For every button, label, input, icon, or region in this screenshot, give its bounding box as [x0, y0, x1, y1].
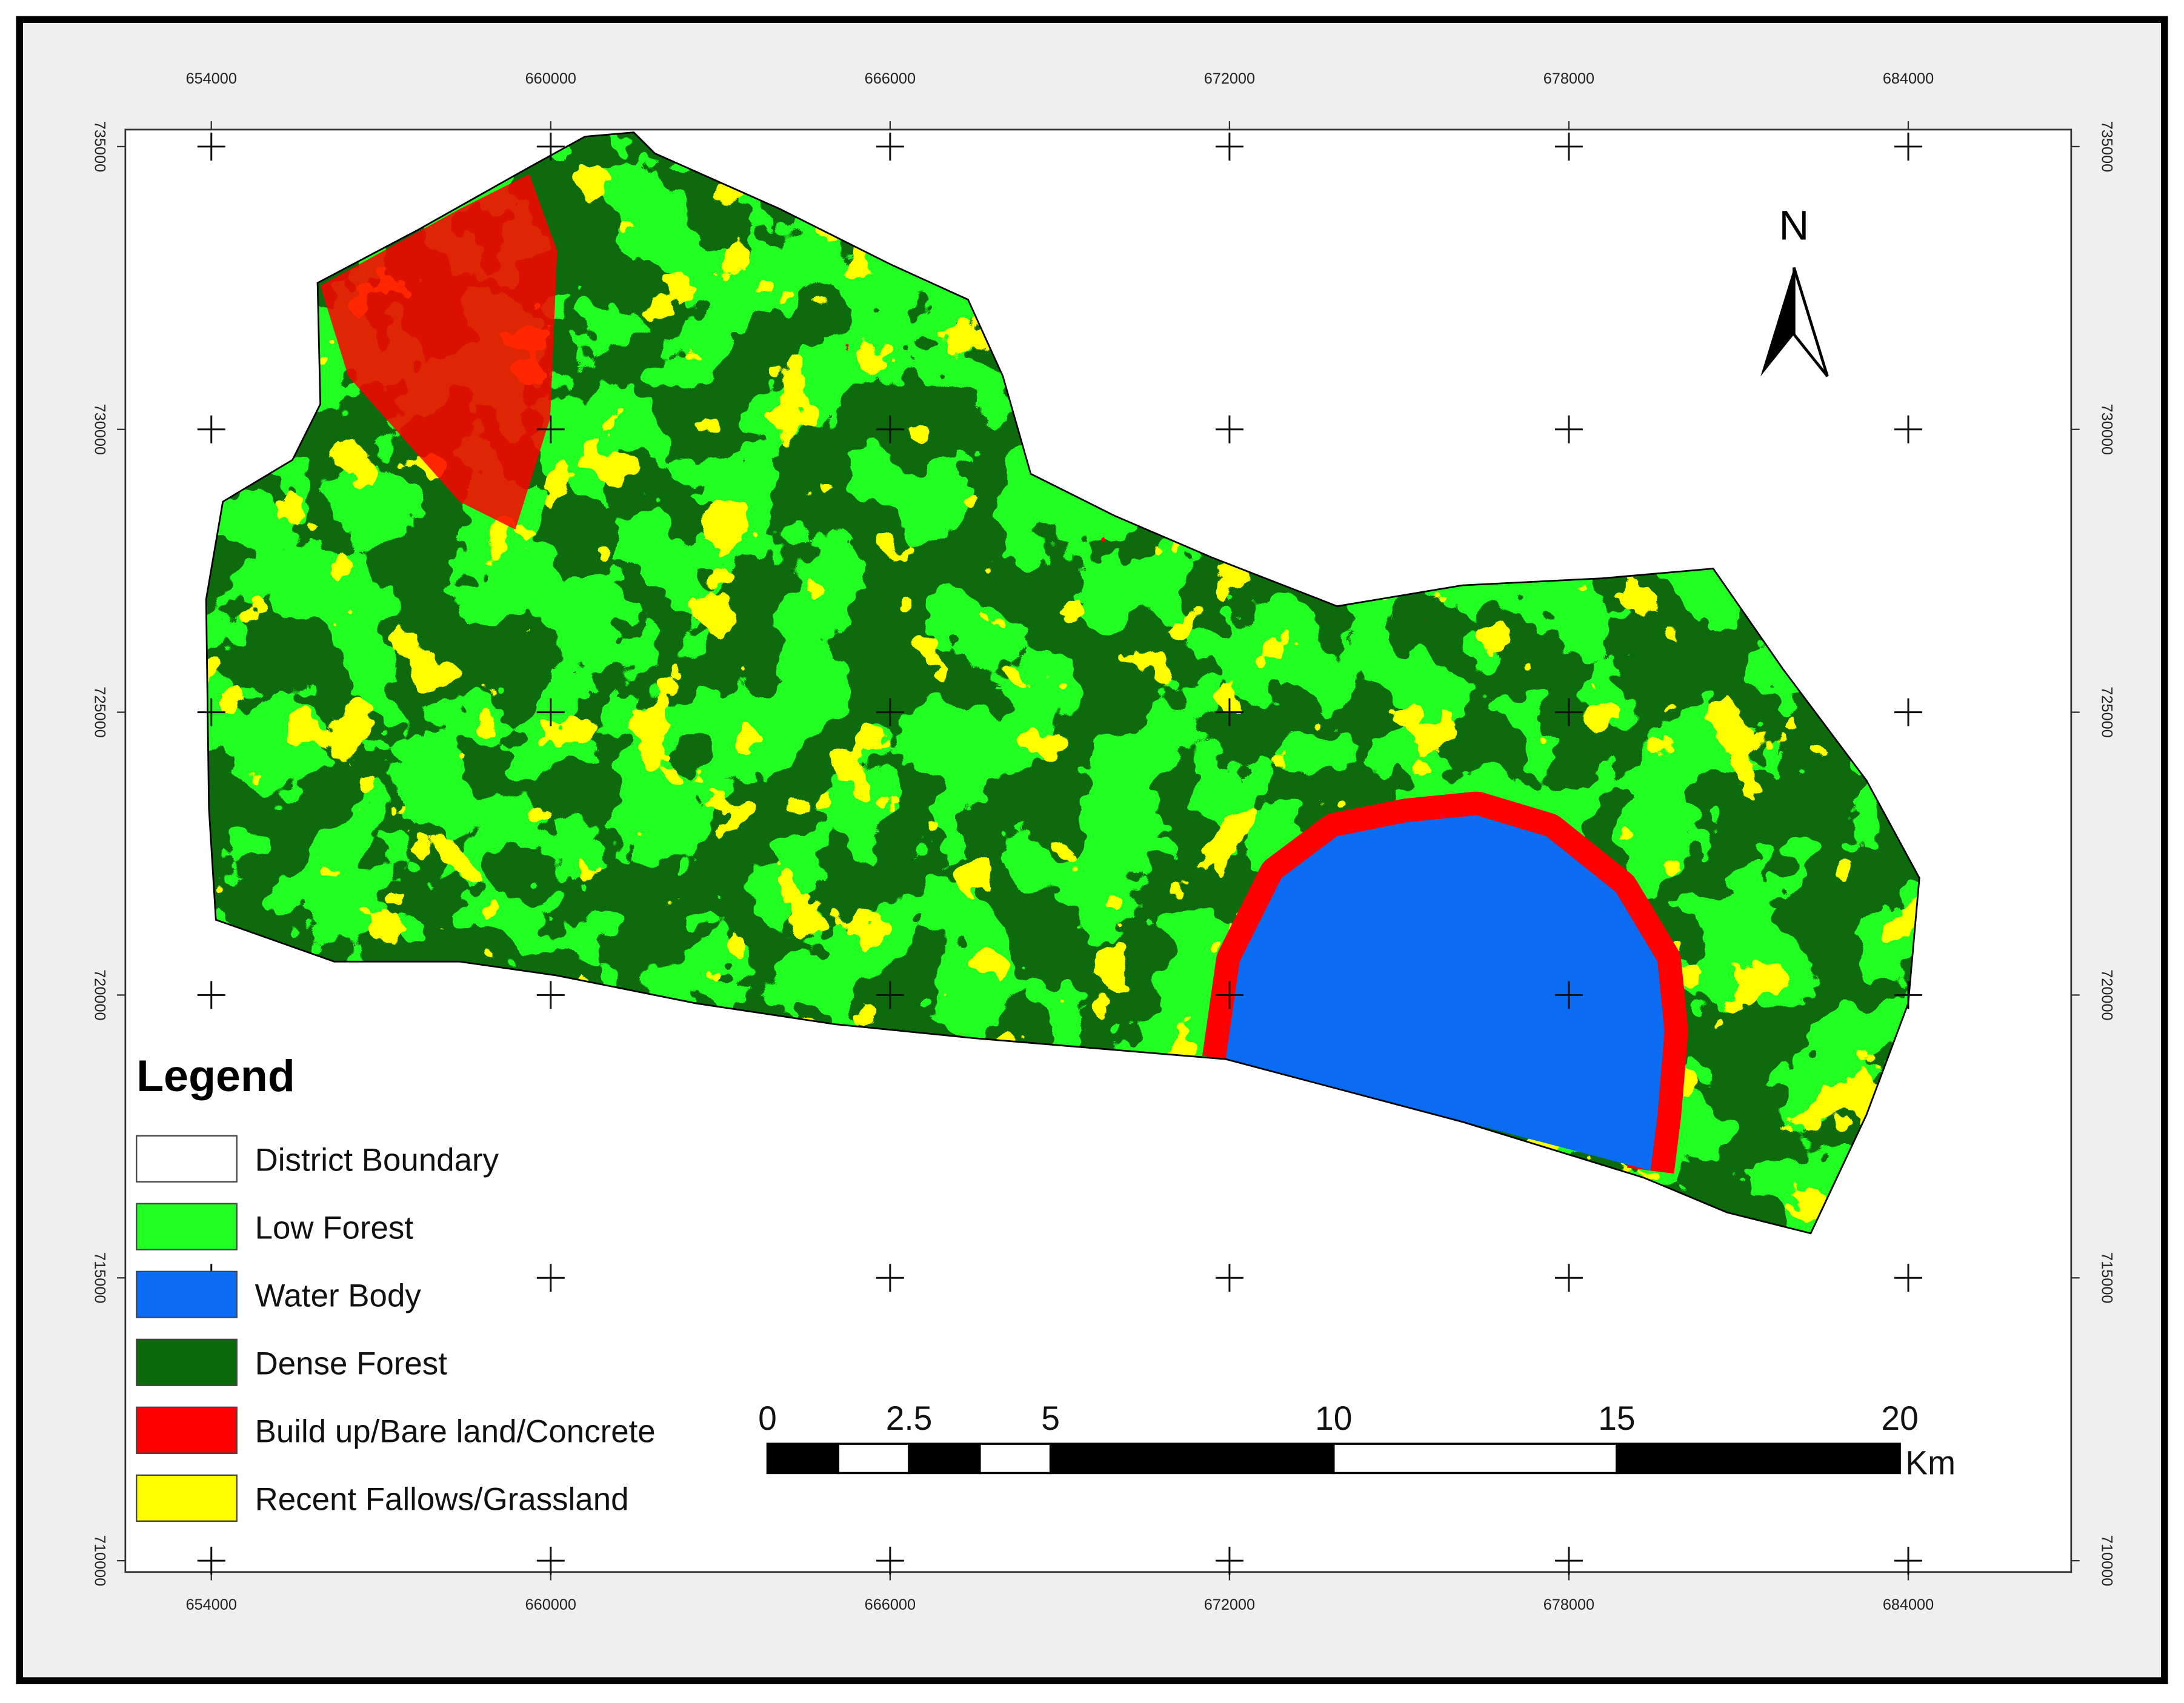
legend-swatch: [136, 1270, 238, 1318]
graticule-cross: [1894, 1264, 1922, 1292]
graticule-cross: [1215, 1547, 1243, 1575]
graticule-cross: [1215, 132, 1243, 161]
graticule-cross: [536, 1547, 565, 1575]
graticule-cross: [876, 1547, 904, 1575]
graticule-cross: [536, 698, 565, 726]
coordinate-labels: 654000 654000 660000 660000 666000 666000 6720…: [91, 70, 2115, 1613]
graticule-cross: [197, 1547, 225, 1575]
legend-swatch: [136, 1203, 238, 1250]
graticule-cross: [197, 698, 225, 726]
legend-swatch: [136, 1135, 238, 1183]
x-tick-label: 666000: [865, 70, 916, 87]
scale-segment: [766, 1442, 839, 1475]
graticule-cross: [1215, 1264, 1243, 1292]
graticule-cross: [1894, 1547, 1922, 1575]
x-tick-label: 672000: [1204, 70, 1255, 87]
scale-segment: [979, 1442, 1052, 1475]
graticule-cross: [1894, 698, 1922, 726]
y-tick-label: 730000: [2098, 404, 2115, 455]
legend-label: Dense Forest: [255, 1346, 448, 1381]
graticule-cross: [1554, 1264, 1583, 1292]
graticule-cross: [1215, 415, 1243, 443]
graticule-cross: [1554, 981, 1583, 1009]
x-tick-label: 654000: [186, 70, 237, 87]
scale-segment: [1333, 1442, 1618, 1475]
y-tick-label: 735000: [2098, 121, 2115, 172]
graticule-cross: [876, 132, 904, 161]
y-tick-label: 730000: [91, 404, 108, 455]
north-label: N: [1779, 202, 1809, 249]
graticule-cross: [1554, 698, 1583, 726]
north-arrow-right: [1793, 267, 1829, 377]
y-tick-label: 710000: [2098, 1535, 2115, 1586]
scale-segment: [1049, 1442, 1335, 1475]
x-tick-label: 684000: [1883, 70, 1934, 87]
water-body: [1225, 815, 1665, 1171]
x-tick-label: 654000: [186, 1596, 237, 1613]
y-tick-label: 715000: [2098, 1252, 2115, 1303]
scale-label: 2.5: [886, 1399, 933, 1437]
north-arrow-left: [1760, 267, 1794, 377]
graticule-cross: [1894, 981, 1922, 1009]
y-tick-label: 720000: [2098, 969, 2115, 1020]
legend-swatch: [136, 1338, 238, 1386]
legend-label: Low Forest: [255, 1210, 414, 1246]
graticule-cross: [1554, 132, 1583, 161]
scale-bar: 0 2.5 5 10 15 20 Km: [758, 1399, 1956, 1482]
x-tick-label: 672000: [1204, 1596, 1255, 1613]
graticule-cross: [1554, 415, 1583, 443]
built-up-area: [320, 174, 558, 530]
scale-label: 15: [1598, 1399, 1635, 1437]
legend-title: Legend: [136, 1051, 295, 1101]
graticule-cross: [876, 698, 904, 726]
legend-label: Recent Fallows/Grassland: [255, 1481, 629, 1517]
y-tick-label: 710000: [91, 1535, 108, 1586]
y-tick-label: 725000: [91, 686, 108, 737]
x-tick-label: 678000: [1543, 1596, 1594, 1613]
graticule-cross: [876, 415, 904, 443]
legend-label: District Boundary: [255, 1142, 499, 1178]
scale-label: 20: [1881, 1399, 1918, 1437]
graticule-cross: [876, 1264, 904, 1292]
graticule-cross: [197, 981, 225, 1009]
graticule-cross: [197, 132, 225, 161]
graticule-cross: [1215, 981, 1243, 1009]
y-tick-label: 725000: [2098, 686, 2115, 737]
graticule-cross: [1894, 132, 1922, 161]
graticule-cross: [536, 981, 565, 1009]
graticule: [117, 121, 2080, 1581]
scale-segment: [908, 1442, 981, 1475]
legend-label: Water Body: [255, 1278, 422, 1313]
scale-unit: Km: [1905, 1444, 1956, 1482]
graticule-cross: [197, 415, 225, 443]
graticule-cross: [1894, 415, 1922, 443]
x-tick-label: 684000: [1883, 1596, 1934, 1613]
x-tick-label: 678000: [1543, 70, 1594, 87]
x-tick-label: 660000: [525, 1596, 576, 1613]
legend-label: Build up/Bare land/Concrete: [255, 1413, 656, 1449]
y-tick-label: 720000: [91, 969, 108, 1020]
x-tick-label: 666000: [865, 1596, 916, 1613]
scale-segment: [837, 1442, 910, 1475]
graticule-cross: [536, 1264, 565, 1292]
y-tick-label: 735000: [91, 121, 108, 172]
graticule-cross: [1554, 1547, 1583, 1575]
graticule-cross: [536, 132, 565, 161]
scale-segment: [1616, 1442, 1901, 1475]
scale-label: 0: [758, 1399, 777, 1437]
graticule-cross: [876, 981, 904, 1009]
scale-label: 5: [1041, 1399, 1060, 1437]
graticule-cross: [1215, 698, 1243, 726]
north-arrow: N: [1760, 202, 1829, 377]
legend-swatch: [136, 1406, 238, 1454]
legend: Legend District Boundary Low Forest Water …: [136, 1051, 656, 1522]
y-tick-label: 715000: [91, 1252, 108, 1303]
x-tick-label: 660000: [525, 70, 576, 87]
graticule-cross: [536, 415, 565, 443]
scale-label: 10: [1315, 1399, 1352, 1437]
legend-swatch: [136, 1474, 238, 1522]
